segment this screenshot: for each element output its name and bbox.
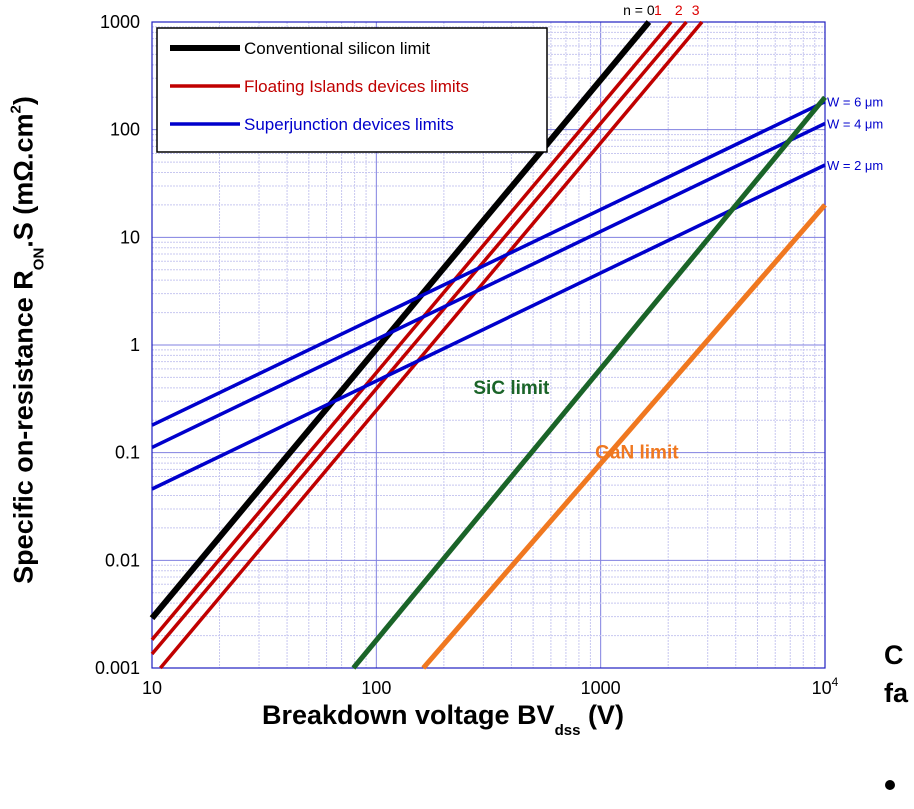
y-label-mid: .S (mΩ.cm — [8, 113, 39, 248]
legend-label-0: Conventional silicon limit — [244, 39, 430, 58]
y-label-main: Specific on-resistance R — [8, 270, 39, 584]
legend-label-2: Superjunction devices limits — [244, 115, 454, 134]
chart-annotations: n = 0 1 2 3 W = 6 μm W = 4 μm W = 2 μm SiC limi… — [473, 2, 883, 464]
axis-tick-labels: 10 100 1000 104 0.001 0.01 0.1 1 10 100 1000 — [95, 12, 839, 698]
x-label-sub: dss — [554, 722, 581, 739]
y-tick-label: 0.01 — [105, 550, 140, 570]
annotation-6: W = 2 μm — [827, 158, 883, 173]
x-label-unit: (V) — [580, 700, 624, 730]
x-tick-label: 1000 — [581, 678, 621, 698]
legend-label-1: Floating Islands devices limits — [244, 77, 469, 96]
series-line-6 — [151, 163, 826, 491]
annotation-2: 2 — [675, 2, 683, 18]
y-tick-label: 0.1 — [115, 443, 140, 463]
series-line-5 — [151, 121, 826, 449]
x-label-main: Breakdown voltage BV — [262, 700, 555, 730]
annotation-8: GaN limit — [595, 443, 679, 464]
x-tick-label: 10 — [142, 678, 162, 698]
annotation-4: W = 6 μm — [827, 95, 883, 110]
series-lines — [149, 20, 827, 670]
series-line-4 — [151, 100, 826, 427]
y-tick-label: 1 — [130, 335, 140, 355]
x-tick-label: 104 — [812, 675, 839, 698]
y-label-sub: ON — [30, 247, 48, 271]
annotation-5: W = 4 μm — [827, 117, 883, 132]
series-line-0 — [149, 20, 652, 621]
side-text-line1: C — [884, 640, 904, 670]
annotation-7: SiC limit — [473, 378, 550, 399]
y-tick-label: 0.001 — [95, 658, 140, 678]
y-tick-label: 100 — [110, 120, 140, 140]
series-line-7 — [351, 95, 827, 670]
annotation-0: n = 0 — [623, 2, 655, 18]
x-tick-label: 100 — [361, 678, 391, 698]
y-tick-label: 10 — [120, 227, 140, 247]
chart-grid — [151, 21, 826, 669]
side-text-line2: fa — [884, 678, 909, 708]
series-line-2 — [150, 20, 688, 656]
series-line-3 — [159, 20, 704, 670]
y-tick-label: 1000 — [100, 12, 140, 32]
series-line-8 — [421, 203, 827, 670]
x-axis-label: Breakdown voltage BVdss (V) — [262, 700, 624, 739]
chart-legend: Conventional silicon limit Floating Islan… — [156, 27, 548, 153]
annotation-3: 3 — [692, 2, 700, 18]
series-line-1 — [150, 20, 673, 641]
plot-frame — [151, 21, 826, 669]
y-axis-label: Specific on-resistance RON.S (mΩ.cm2) — [2, 0, 48, 700]
y-label-end: ) — [8, 96, 39, 106]
bullet-dot — [885, 780, 895, 790]
annotation-1: 1 — [654, 2, 662, 18]
y-label-sup: 2 — [7, 105, 25, 114]
